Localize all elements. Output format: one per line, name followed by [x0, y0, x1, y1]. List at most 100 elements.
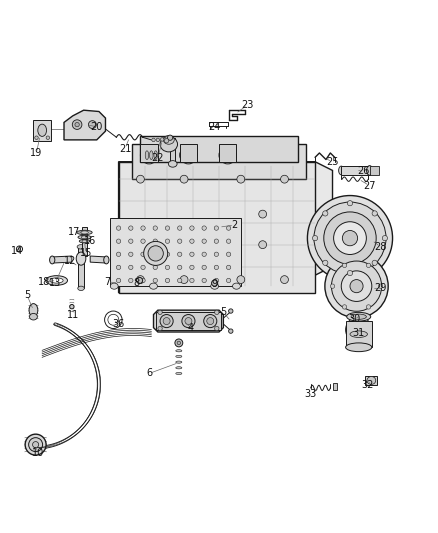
Ellipse shape [382, 236, 388, 241]
Ellipse shape [29, 313, 37, 320]
Ellipse shape [226, 252, 231, 256]
Ellipse shape [29, 304, 38, 317]
Ellipse shape [202, 226, 206, 230]
Ellipse shape [117, 252, 121, 256]
Ellipse shape [46, 276, 67, 285]
Ellipse shape [229, 309, 233, 313]
Ellipse shape [226, 278, 231, 282]
Ellipse shape [372, 260, 377, 265]
Ellipse shape [154, 151, 157, 159]
Ellipse shape [215, 326, 219, 330]
Ellipse shape [347, 200, 353, 206]
Ellipse shape [341, 271, 372, 302]
Ellipse shape [350, 331, 367, 337]
Ellipse shape [141, 239, 145, 244]
Ellipse shape [176, 356, 182, 358]
Text: 30: 30 [348, 314, 360, 324]
Ellipse shape [367, 376, 376, 384]
Ellipse shape [25, 434, 46, 455]
Ellipse shape [214, 278, 219, 282]
Bar [132, 144, 306, 179]
Ellipse shape [117, 239, 121, 244]
Ellipse shape [202, 265, 206, 270]
Bar [180, 144, 197, 161]
Ellipse shape [141, 147, 158, 164]
Text: 14: 14 [11, 246, 23, 256]
Ellipse shape [175, 339, 183, 347]
Ellipse shape [214, 239, 219, 244]
Text: 8: 8 [133, 278, 139, 288]
Ellipse shape [366, 305, 371, 309]
Ellipse shape [323, 211, 328, 216]
Bar [346, 321, 372, 348]
Ellipse shape [77, 245, 85, 249]
Ellipse shape [323, 260, 328, 265]
Ellipse shape [77, 230, 92, 235]
Ellipse shape [226, 265, 231, 270]
Bar [33, 120, 51, 141]
Text: 27: 27 [364, 181, 376, 191]
Ellipse shape [167, 135, 173, 140]
Ellipse shape [180, 147, 197, 164]
Ellipse shape [150, 151, 153, 159]
Ellipse shape [88, 120, 96, 128]
Ellipse shape [165, 137, 168, 140]
Ellipse shape [163, 135, 174, 144]
Bar [110, 219, 241, 286]
Bar [119, 161, 315, 293]
Ellipse shape [350, 280, 363, 293]
Ellipse shape [70, 304, 74, 309]
Text: 32: 32 [361, 380, 374, 390]
Text: 12: 12 [64, 256, 77, 266]
Text: 28: 28 [374, 242, 387, 252]
Ellipse shape [165, 278, 170, 282]
Bar [141, 135, 297, 161]
Ellipse shape [330, 284, 335, 288]
Text: 33: 33 [304, 389, 317, 399]
Text: 11: 11 [67, 310, 79, 319]
Ellipse shape [177, 265, 182, 270]
Ellipse shape [141, 226, 145, 230]
Ellipse shape [160, 314, 173, 328]
Text: 5: 5 [24, 290, 30, 300]
Ellipse shape [177, 239, 182, 244]
Ellipse shape [312, 236, 318, 241]
Ellipse shape [237, 175, 245, 183]
Ellipse shape [237, 276, 245, 284]
Ellipse shape [129, 252, 133, 256]
Ellipse shape [343, 230, 357, 246]
Ellipse shape [160, 136, 177, 152]
Ellipse shape [190, 265, 194, 270]
Ellipse shape [177, 278, 182, 282]
Ellipse shape [165, 239, 170, 244]
Bar [341, 166, 370, 175]
Ellipse shape [117, 278, 121, 282]
Ellipse shape [212, 280, 218, 286]
Ellipse shape [233, 283, 240, 289]
Ellipse shape [202, 239, 206, 244]
Ellipse shape [72, 120, 82, 130]
Bar [170, 138, 175, 164]
Text: 31: 31 [353, 328, 365, 338]
Ellipse shape [307, 196, 392, 281]
Ellipse shape [259, 210, 267, 218]
Ellipse shape [105, 311, 122, 328]
Ellipse shape [35, 136, 38, 140]
Ellipse shape [177, 226, 182, 230]
Text: 4: 4 [187, 322, 194, 333]
Text: 17: 17 [68, 227, 80, 237]
Ellipse shape [334, 222, 366, 254]
Bar [82, 227, 87, 256]
Text: 23: 23 [241, 100, 254, 110]
Ellipse shape [176, 367, 182, 369]
Ellipse shape [214, 265, 219, 270]
Text: 21: 21 [119, 143, 131, 154]
Ellipse shape [78, 235, 91, 239]
Ellipse shape [117, 226, 121, 230]
Ellipse shape [81, 231, 88, 234]
Text: 2: 2 [231, 220, 237, 230]
Ellipse shape [129, 226, 133, 230]
Ellipse shape [75, 123, 79, 127]
Text: 25: 25 [326, 157, 339, 167]
Ellipse shape [176, 373, 182, 375]
